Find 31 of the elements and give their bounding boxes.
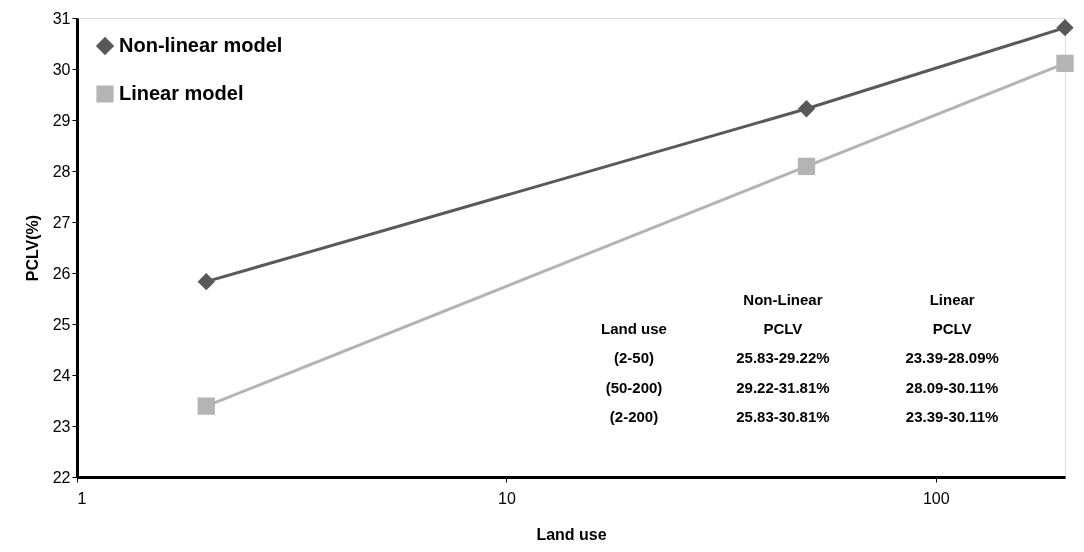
x-tick-label: 100 xyxy=(922,489,950,507)
y-tick-label: 22 xyxy=(52,468,71,486)
annotation: 25.83-29.22% xyxy=(736,349,830,367)
legend-label: Linear model xyxy=(119,82,244,104)
annotation: (50-200) xyxy=(605,378,663,396)
y-tick-label: 31 xyxy=(52,9,71,27)
y-tick-label: 25 xyxy=(52,315,71,333)
legend-label: Non-linear model xyxy=(119,34,283,56)
annotation: Non-Linear xyxy=(743,291,823,309)
annotation: 29.22-31.81% xyxy=(736,378,830,396)
annotation: PCLV xyxy=(763,320,803,338)
x-tick-label: 10 xyxy=(497,489,516,507)
y-tick-label: 30 xyxy=(52,60,71,78)
annotation: 28.09-30.11% xyxy=(905,378,999,396)
y-tick-label: 28 xyxy=(52,162,71,180)
annotation: PCLV xyxy=(932,320,972,338)
annotation: Land use xyxy=(601,320,667,338)
y-tick-label: 29 xyxy=(52,111,71,129)
y-axis-title: PCLV(%) xyxy=(23,214,41,282)
annotation: 25.83-30.81% xyxy=(736,407,830,425)
annotation: (2-50) xyxy=(613,349,654,367)
y-tick-label: 26 xyxy=(52,264,71,282)
y-tick-label: 27 xyxy=(52,213,71,231)
y-tick-label: 23 xyxy=(52,417,71,435)
y-tick-label: 24 xyxy=(52,366,71,384)
x-axis-title: Land use xyxy=(536,525,607,543)
x-tick-label: 1 xyxy=(77,489,87,507)
annotation: (2-200) xyxy=(609,407,659,425)
annotation: Linear xyxy=(929,291,975,309)
annotation: 23.39-30.11% xyxy=(905,407,999,425)
annotation: 23.39-28.09% xyxy=(905,349,999,367)
